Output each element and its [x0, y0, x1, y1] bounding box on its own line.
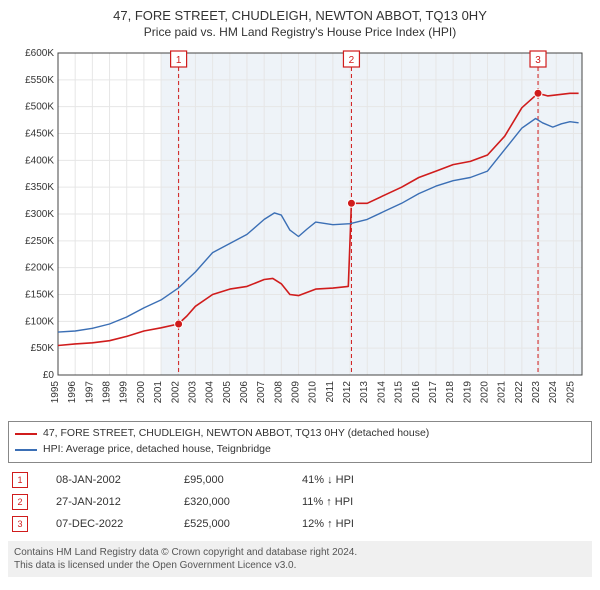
- svg-text:£0: £0: [43, 370, 55, 381]
- svg-text:£200K: £200K: [25, 263, 54, 274]
- event-price: £525,000: [184, 518, 274, 530]
- svg-text:2000: 2000: [136, 381, 147, 404]
- event-diff: 11% ↑ HPI: [302, 496, 402, 508]
- svg-text:2005: 2005: [222, 381, 233, 404]
- footer-line2: This data is licensed under the Open Gov…: [14, 559, 586, 572]
- svg-text:2018: 2018: [445, 381, 456, 404]
- event-marker: 1: [12, 472, 28, 488]
- svg-text:2011: 2011: [325, 381, 336, 403]
- event-row: 2 27-JAN-2012 £320,000 11% ↑ HPI: [8, 491, 592, 513]
- chart-area: £0 £50K £100K £150K £200K £250K £300K £350K £400…: [8, 45, 592, 415]
- svg-text:1995: 1995: [50, 381, 61, 404]
- svg-text:1997: 1997: [84, 381, 95, 404]
- svg-text:2023: 2023: [531, 381, 542, 404]
- event-row: 3 07-DEC-2022 £525,000 12% ↑ HPI: [8, 513, 592, 535]
- svg-text:2016: 2016: [411, 381, 422, 404]
- footer-attribution: Contains HM Land Registry data © Crown c…: [8, 541, 592, 577]
- svg-text:1996: 1996: [67, 381, 78, 404]
- svg-text:£450K: £450K: [25, 129, 54, 140]
- svg-text:£100K: £100K: [25, 316, 54, 327]
- svg-text:2022: 2022: [514, 381, 525, 404]
- svg-text:2008: 2008: [273, 381, 284, 404]
- event-marker: 2: [12, 494, 28, 510]
- event-date: 27-JAN-2012: [56, 496, 156, 508]
- svg-text:£150K: £150K: [25, 290, 54, 301]
- event-diff: 41% ↓ HPI: [302, 474, 402, 486]
- svg-text:£600K: £600K: [25, 48, 54, 59]
- svg-text:2019: 2019: [462, 381, 473, 404]
- svg-text:2021: 2021: [497, 381, 508, 404]
- legend-row: 47, FORE STREET, CHUDLEIGH, NEWTON ABBOT…: [15, 426, 585, 442]
- svg-text:£400K: £400K: [25, 155, 54, 166]
- legend-row: HPI: Average price, detached house, Teig…: [15, 442, 585, 458]
- legend-box: 47, FORE STREET, CHUDLEIGH, NEWTON ABBOT…: [8, 421, 592, 463]
- svg-text:2015: 2015: [394, 381, 405, 404]
- svg-text:2004: 2004: [205, 381, 216, 404]
- svg-text:2: 2: [349, 55, 355, 66]
- svg-text:2024: 2024: [548, 381, 559, 404]
- svg-text:2014: 2014: [376, 381, 387, 404]
- svg-text:1: 1: [176, 55, 182, 66]
- legend-label: HPI: Average price, detached house, Teig…: [43, 442, 271, 458]
- svg-text:2003: 2003: [187, 381, 198, 404]
- svg-text:£250K: £250K: [25, 236, 54, 247]
- legend-label: 47, FORE STREET, CHUDLEIGH, NEWTON ABBOT…: [43, 426, 429, 442]
- svg-text:2025: 2025: [565, 381, 576, 404]
- event-date: 07-DEC-2022: [56, 518, 156, 530]
- svg-text:£500K: £500K: [25, 102, 54, 113]
- event-price: £320,000: [184, 496, 274, 508]
- svg-text:3: 3: [535, 55, 541, 66]
- svg-text:£300K: £300K: [25, 209, 54, 220]
- events-table: 1 08-JAN-2002 £95,000 41% ↓ HPI 2 27-JAN-2012…: [8, 469, 592, 535]
- svg-text:£350K: £350K: [25, 182, 54, 193]
- svg-text:2012: 2012: [342, 381, 353, 404]
- svg-text:2013: 2013: [359, 381, 370, 404]
- legend-swatch: [15, 449, 37, 451]
- svg-text:2020: 2020: [480, 381, 491, 404]
- line-chart-svg: £0 £50K £100K £150K £200K £250K £300K £350K £400…: [8, 45, 592, 415]
- event-price: £95,000: [184, 474, 274, 486]
- svg-text:2009: 2009: [291, 381, 302, 404]
- chart-title: 47, FORE STREET, CHUDLEIGH, NEWTON ABBOT…: [8, 8, 592, 23]
- event-row: 1 08-JAN-2002 £95,000 41% ↓ HPI: [8, 469, 592, 491]
- svg-text:1998: 1998: [102, 381, 113, 404]
- chart-subtitle: Price paid vs. HM Land Registry's House …: [8, 25, 592, 39]
- svg-text:1999: 1999: [119, 381, 130, 404]
- svg-text:2002: 2002: [170, 381, 181, 404]
- event-date: 08-JAN-2002: [56, 474, 156, 486]
- svg-text:£550K: £550K: [25, 75, 54, 86]
- svg-text:2007: 2007: [256, 381, 267, 404]
- svg-text:£50K: £50K: [31, 343, 55, 354]
- svg-text:2006: 2006: [239, 381, 250, 404]
- svg-text:2010: 2010: [308, 381, 319, 404]
- svg-text:2001: 2001: [153, 381, 164, 404]
- event-marker: 3: [12, 516, 28, 532]
- footer-line1: Contains HM Land Registry data © Crown c…: [14, 546, 586, 559]
- legend-swatch: [15, 433, 37, 435]
- svg-text:2017: 2017: [428, 381, 439, 404]
- event-diff: 12% ↑ HPI: [302, 518, 402, 530]
